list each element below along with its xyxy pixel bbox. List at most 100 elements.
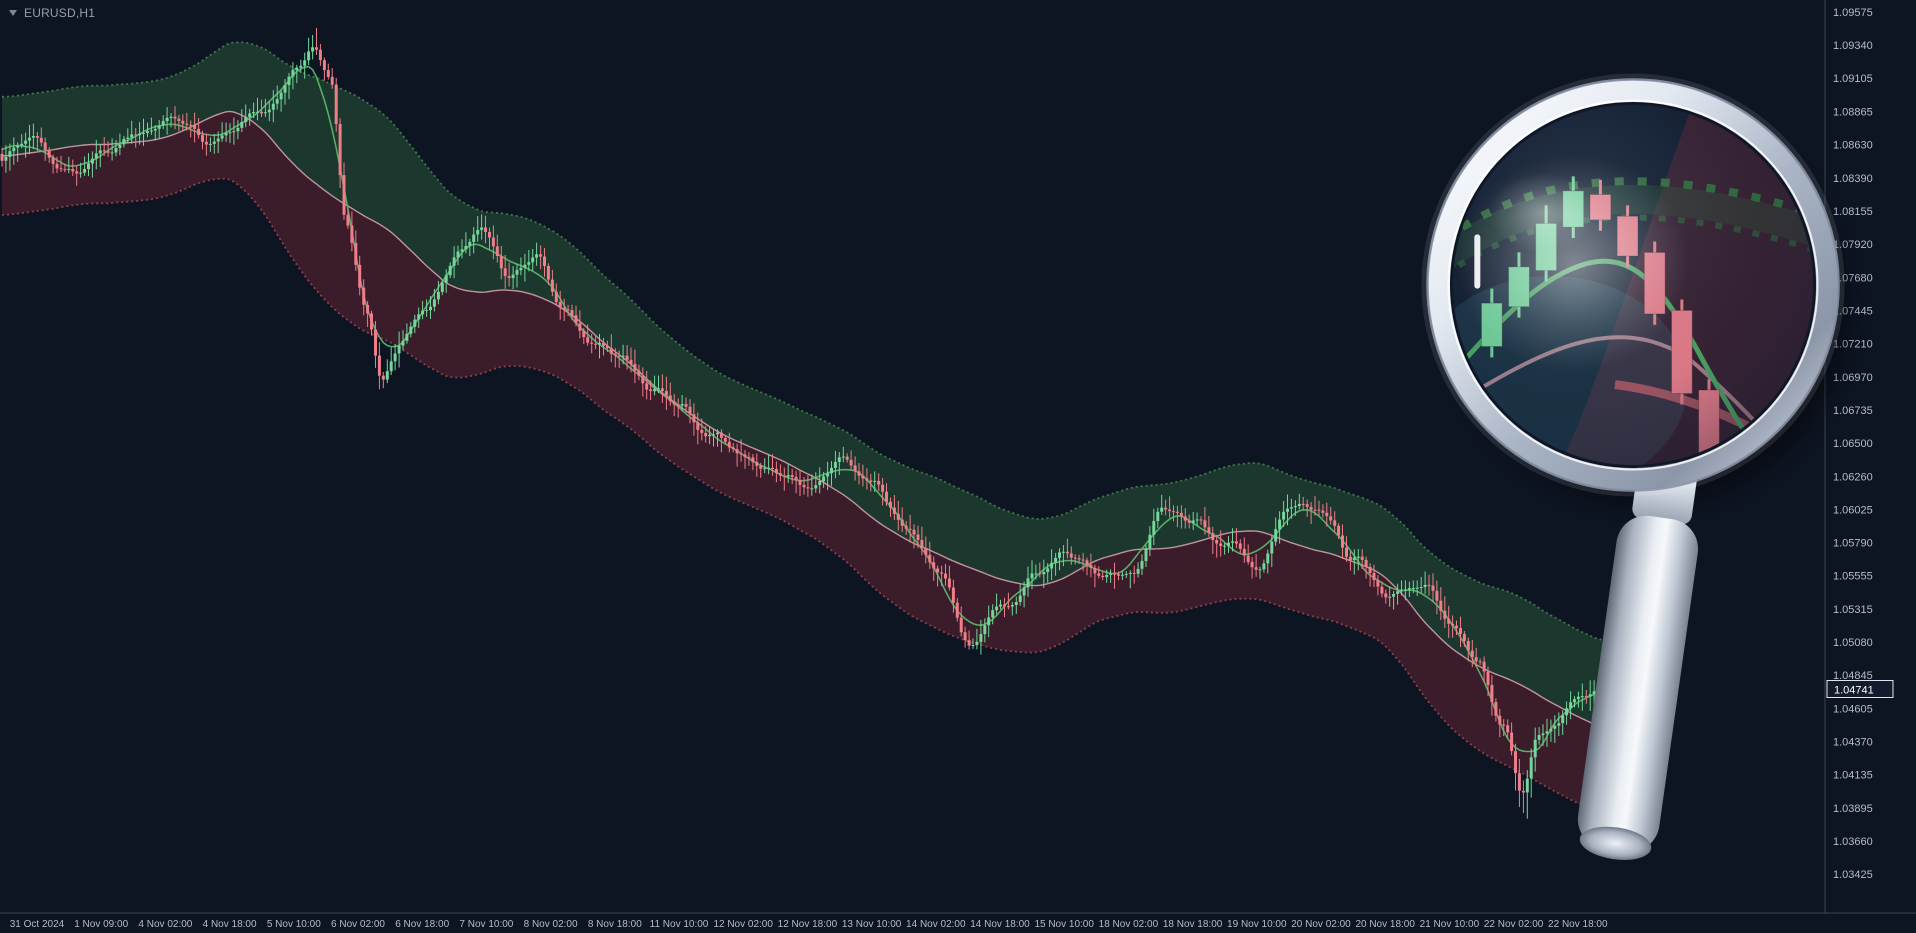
candle-body xyxy=(472,234,476,242)
price-axis[interactable]: 1.09575 1.09340 1.09105 1.08865 1.08630 1.083… xyxy=(1833,7,1873,881)
candle-body xyxy=(676,404,680,406)
candle-body xyxy=(1451,623,1455,626)
candle-body xyxy=(83,169,87,173)
candle-body xyxy=(126,137,130,139)
price-tick-label: 1.06970 xyxy=(1833,372,1873,384)
time-tick-label: 15 Nov 10:00 xyxy=(1034,919,1094,930)
time-tick-label: 22 Nov 02:00 xyxy=(1484,919,1544,930)
candle-body xyxy=(763,468,767,470)
symbol-timeframe-label: EURUSD,H1 xyxy=(9,6,95,20)
time-tick-label: 12 Nov 02:00 xyxy=(713,919,773,930)
candle-body xyxy=(130,134,134,138)
candle-body xyxy=(12,147,16,152)
candle-body xyxy=(637,370,641,376)
candle-body xyxy=(810,488,814,490)
candle-body xyxy=(244,117,248,123)
candle-body xyxy=(1014,602,1018,605)
candle-body xyxy=(318,49,322,61)
candle-body xyxy=(778,473,782,476)
candle-body xyxy=(114,148,118,153)
candle-body xyxy=(1101,575,1105,577)
candle-body xyxy=(1482,661,1486,672)
candle-body xyxy=(358,264,362,288)
time-tick-label: 14 Nov 18:00 xyxy=(970,919,1030,930)
price-badge-box xyxy=(1826,680,1894,698)
candle-body xyxy=(260,111,263,114)
candle-body xyxy=(1396,591,1400,594)
price-tick-label: 1.05555 xyxy=(1833,571,1873,583)
handle-grip xyxy=(1577,515,1699,853)
candle-body xyxy=(857,471,861,476)
candle-body xyxy=(814,485,818,489)
candle-body xyxy=(515,270,519,275)
lens-sparkle-highlight xyxy=(1474,234,1481,289)
candle-body xyxy=(558,302,562,308)
candle-body xyxy=(1278,519,1282,530)
candle-body xyxy=(307,51,311,61)
time-tick-label: 1 Nov 09:00 xyxy=(74,919,128,930)
upper-band-edge xyxy=(1,41,1603,641)
candle-body xyxy=(625,355,629,360)
rim-outer-edge xyxy=(1426,78,1840,492)
candle-body xyxy=(865,478,869,481)
candle-body xyxy=(377,355,381,376)
candle-body xyxy=(142,133,145,134)
candle-body xyxy=(1549,728,1553,732)
candle-body xyxy=(790,475,794,477)
rim-inner-highlight xyxy=(1447,99,1819,471)
candle-body xyxy=(1250,561,1254,568)
candle-body xyxy=(1238,543,1242,549)
time-tick-label: 7 Nov 10:00 xyxy=(459,919,513,930)
candle-body xyxy=(546,266,550,280)
candle-body xyxy=(853,465,857,472)
candle-body xyxy=(1341,535,1344,548)
candle-body xyxy=(786,475,790,477)
candle-body xyxy=(1305,504,1309,507)
candle-body xyxy=(912,529,916,535)
candle-body xyxy=(334,84,338,124)
candlestick-series[interactable] xyxy=(0,27,1604,819)
candle-body xyxy=(1003,604,1006,607)
candle-body xyxy=(193,125,197,129)
candle-body xyxy=(704,432,708,437)
candle-body xyxy=(1368,566,1372,573)
candle-body xyxy=(63,169,67,171)
time-tick-label: 18 Nov 18:00 xyxy=(1163,919,1223,930)
candle-body xyxy=(739,453,743,455)
candle-body xyxy=(330,76,334,85)
candle-body xyxy=(731,447,735,450)
candle-body xyxy=(338,124,342,176)
candle-body xyxy=(1124,573,1128,575)
candle-body xyxy=(841,456,845,458)
candle-body xyxy=(1380,586,1384,594)
candle-body xyxy=(464,245,468,250)
candle-body xyxy=(944,573,947,579)
time-axis[interactable]: 31 Oct 2024 1 Nov 09:00 4 Nov 02:00 4 Nov 1… xyxy=(10,919,1608,930)
candle-body xyxy=(1435,590,1439,601)
candle-body xyxy=(1117,574,1120,576)
candle-body xyxy=(1325,512,1329,517)
candle-body xyxy=(240,122,244,128)
candle-body xyxy=(28,137,31,141)
candle-body xyxy=(1203,520,1207,528)
price-tick-label: 1.08865 xyxy=(1833,107,1873,119)
candle-body xyxy=(405,333,409,341)
candle-body xyxy=(1164,507,1168,510)
candle-body xyxy=(916,534,920,540)
candle-body xyxy=(932,562,936,569)
candle-body xyxy=(613,353,617,356)
candle-body xyxy=(747,456,751,458)
time-tick-label: 31 Oct 2024 xyxy=(10,919,65,930)
candle-body xyxy=(248,113,252,118)
candle-body xyxy=(716,432,719,435)
candle-body xyxy=(1474,657,1478,662)
lower-band-fill xyxy=(2,111,1602,813)
candle-body xyxy=(1403,589,1407,591)
candle-body xyxy=(1006,606,1010,608)
candle-body xyxy=(692,414,696,423)
candle-body xyxy=(55,163,59,169)
time-tick-label: 12 Nov 18:00 xyxy=(778,919,838,930)
time-tick-label: 4 Nov 02:00 xyxy=(138,919,192,930)
